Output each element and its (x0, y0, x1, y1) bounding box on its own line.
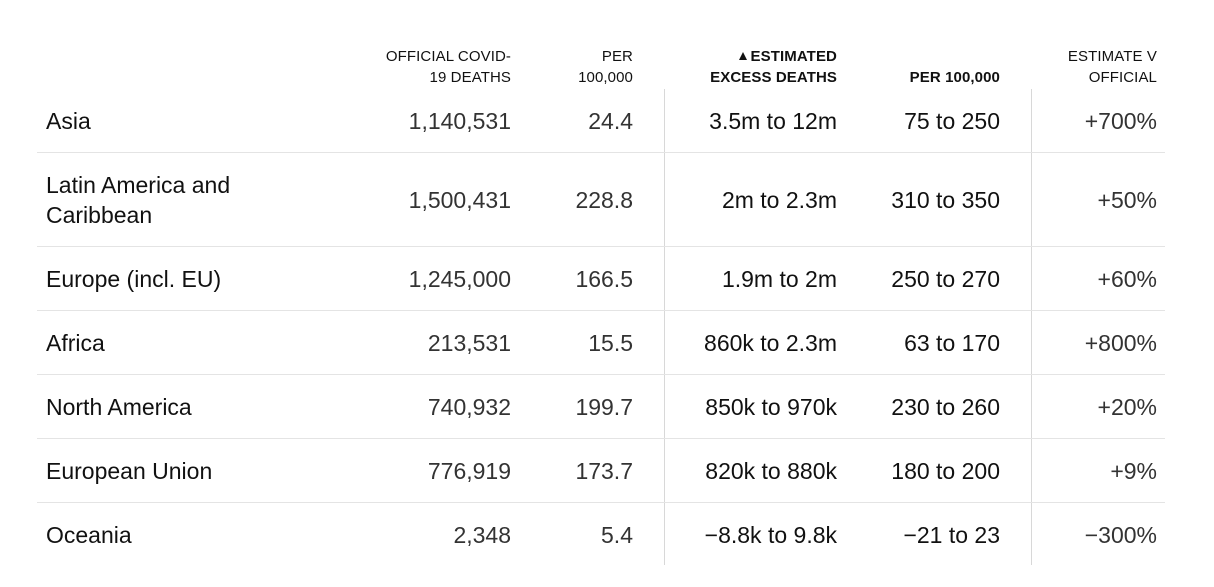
header-estimate-v-official[interactable]: ESTIMATE V OFFICIAL (1007, 46, 1157, 88)
official-deaths-cell: 1,140,531 (408, 107, 511, 134)
header-excess-line2: EXCESS DEATHS (710, 69, 837, 86)
excess-deaths-cell: 820k to 880k (705, 457, 837, 484)
official-per-100k-cell: 24.4 (588, 107, 633, 134)
excess-deaths-cell: 1.9m to 2m (721, 265, 837, 292)
header-per2-label: PER 100,000 (909, 69, 1000, 86)
region-cell: North America (46, 393, 192, 420)
excess-deaths-cell: 850k to 970k (705, 393, 837, 420)
excess-per-100k-cell: 63 to 170 (904, 329, 1000, 356)
estimate-v-official-cell: +9% (1110, 457, 1157, 484)
table-row: Africa 213,531 15.5 860k to 2.3m 63 to 1… (37, 311, 1165, 375)
excess-deaths-cell: 2m to 2.3m (721, 186, 837, 213)
excess-per-100k-cell: 75 to 250 (904, 107, 1000, 134)
region-cell: European Union (46, 457, 213, 484)
estimate-v-official-cell: +20% (1097, 393, 1157, 420)
official-deaths-cell: 213,531 (427, 329, 511, 356)
region-cell: Europe (incl. EU) (46, 265, 222, 292)
header-estimated-excess-deaths[interactable]: ESTIMATED EXCESS DEATHS (637, 46, 837, 88)
table-row: Europe (incl. EU) 1,245,000 166.5 1.9m t… (37, 247, 1165, 311)
header-excess-line1: ESTIMATED (750, 48, 837, 65)
official-deaths-cell: 1,500,431 (408, 186, 511, 213)
header-excess-per-100k[interactable]: PER 100,000 (840, 67, 1000, 88)
table-body: Asia 1,140,531 24.4 3.5m to 12m 75 to 25… (37, 89, 1165, 566)
header-per1-line1: PER (601, 48, 633, 65)
table-row: Asia 1,140,531 24.4 3.5m to 12m 75 to 25… (37, 89, 1165, 153)
header-estimate-line1: ESTIMATE V (1067, 48, 1157, 65)
header-official-line2: 19 DEATHS (429, 69, 511, 86)
table-row: North America 740,932 199.7 850k to 970k… (37, 375, 1165, 439)
table-row: Latin America and Caribbean 1,500,431 22… (37, 153, 1165, 247)
official-per-100k-cell: 15.5 (588, 329, 633, 356)
header-official-per-100k[interactable]: PER 100,000 (533, 46, 633, 88)
table-header: OFFICIAL COVID- 19 DEATHS PER 100,000 ES… (37, 46, 1165, 90)
official-per-100k-cell: 228.8 (575, 186, 633, 213)
excess-deaths-cell: 860k to 2.3m (704, 329, 837, 356)
excess-deaths-cell: 3.5m to 12m (709, 107, 837, 134)
excess-deaths-cell: −8.8k to 9.8k (704, 521, 837, 548)
estimate-v-official-cell: +800% (1084, 329, 1157, 356)
official-deaths-cell: 740,932 (427, 393, 511, 420)
official-per-100k-cell: 166.5 (575, 265, 633, 292)
column-divider-excess (664, 89, 665, 565)
official-deaths-cell: 1,245,000 (408, 265, 511, 292)
excess-per-100k-cell: 230 to 260 (891, 393, 1000, 420)
official-per-100k-cell: 199.7 (575, 393, 633, 420)
excess-per-100k-cell: 310 to 350 (891, 186, 1000, 213)
official-deaths-cell: 776,919 (427, 457, 511, 484)
excess-deaths-table: OFFICIAL COVID- 19 DEATHS PER 100,000 ES… (37, 0, 1165, 587)
header-official-deaths[interactable]: OFFICIAL COVID- 19 DEATHS (331, 46, 511, 88)
header-estimate-line2: OFFICIAL (1088, 69, 1157, 86)
header-official-line1: OFFICIAL COVID- (385, 48, 511, 65)
header-per1-line2: 100,000 (578, 69, 633, 86)
excess-per-100k-cell: 180 to 200 (891, 457, 1000, 484)
estimate-v-official-cell: −300% (1084, 521, 1157, 548)
region-cell: Oceania (46, 521, 132, 548)
official-deaths-cell: 2,348 (453, 521, 511, 548)
estimate-v-official-cell: +700% (1084, 107, 1157, 134)
table-row: Oceania 2,348 5.4 −8.8k to 9.8k −21 to 2… (37, 503, 1165, 566)
excess-per-100k-cell: 250 to 270 (891, 265, 1000, 292)
estimate-v-official-cell: +60% (1097, 265, 1157, 292)
official-per-100k-cell: 5.4 (601, 521, 633, 548)
region-cell: Africa (46, 329, 105, 356)
sort-ascending-icon (738, 52, 747, 60)
estimate-v-official-cell: +50% (1097, 186, 1157, 213)
region-cell: Asia (46, 107, 91, 134)
table-row: European Union 776,919 173.7 820k to 880… (37, 439, 1165, 503)
excess-per-100k-cell: −21 to 23 (903, 521, 1000, 548)
column-divider-estimate (1031, 89, 1032, 565)
official-per-100k-cell: 173.7 (575, 457, 633, 484)
region-cell: Latin America and Caribbean (46, 171, 231, 228)
